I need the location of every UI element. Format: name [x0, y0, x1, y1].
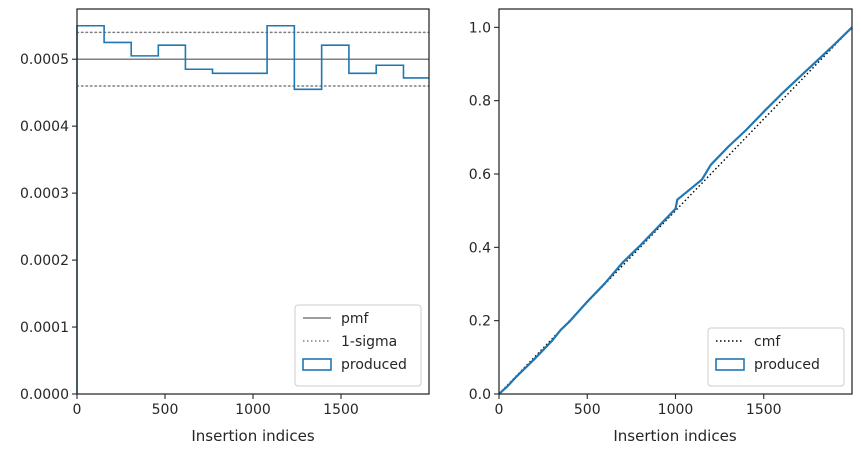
left-y-tick-label: 0.0002 [20, 253, 69, 269]
left-x-tick-label: 1500 [323, 402, 359, 418]
right-chart-cmf: Insertion indices 0 500 1000 1500 0.0 0.2 0.4 0… [469, 8, 853, 445]
left-legend-label: 1-sigma [341, 334, 397, 350]
left-x-tick-label: 0 [73, 402, 82, 418]
left-y-tick-label: 0.0000 [20, 387, 69, 403]
right-y-tick-label: 0.2 [469, 314, 491, 330]
right-y-tick-label: 0.4 [469, 240, 491, 256]
left-x-tick-label: 1000 [235, 402, 271, 418]
right-legend-label: produced [754, 357, 820, 373]
left-x-axis-label: Insertion indices [191, 427, 314, 445]
right-legend-handle-produced [715, 358, 745, 371]
right-x-tick-label: 0 [495, 402, 504, 418]
right-y-tick-label: 0.6 [469, 167, 491, 183]
left-legend-handle-produced [302, 358, 332, 371]
right-legend-label: cmf [754, 334, 781, 350]
right-legend-box [707, 327, 845, 387]
right-y-tick-label: 1.0 [469, 20, 491, 36]
left-y-tick-label: 0.0003 [20, 186, 69, 202]
left-y-tick-label: 0.0005 [20, 52, 69, 68]
left-y-tick-label: 0.0001 [20, 320, 69, 336]
right-y-tick-label: 0.0 [469, 387, 491, 403]
produced-cumulative-line [498, 26, 853, 395]
left-legend-label: produced [341, 357, 407, 373]
left-x-tick-label: 500 [152, 402, 179, 418]
left-y-tick-label: 0.0004 [20, 119, 69, 135]
right-x-tick-label: 1000 [658, 402, 694, 418]
right-x-tick-label: 500 [574, 402, 601, 418]
produced-histogram [76, 24, 429, 394]
left-legend-box [294, 304, 422, 387]
left-chart-pmf: Insertion indices 0 500 1000 1500 0.0000 0.00… [20, 8, 430, 445]
left-legend-label: pmf [341, 311, 370, 327]
right-y-tick-label: 0.8 [469, 94, 491, 110]
right-x-tick-label: 1500 [746, 402, 782, 418]
right-x-axis-label: Insertion indices [613, 427, 736, 445]
